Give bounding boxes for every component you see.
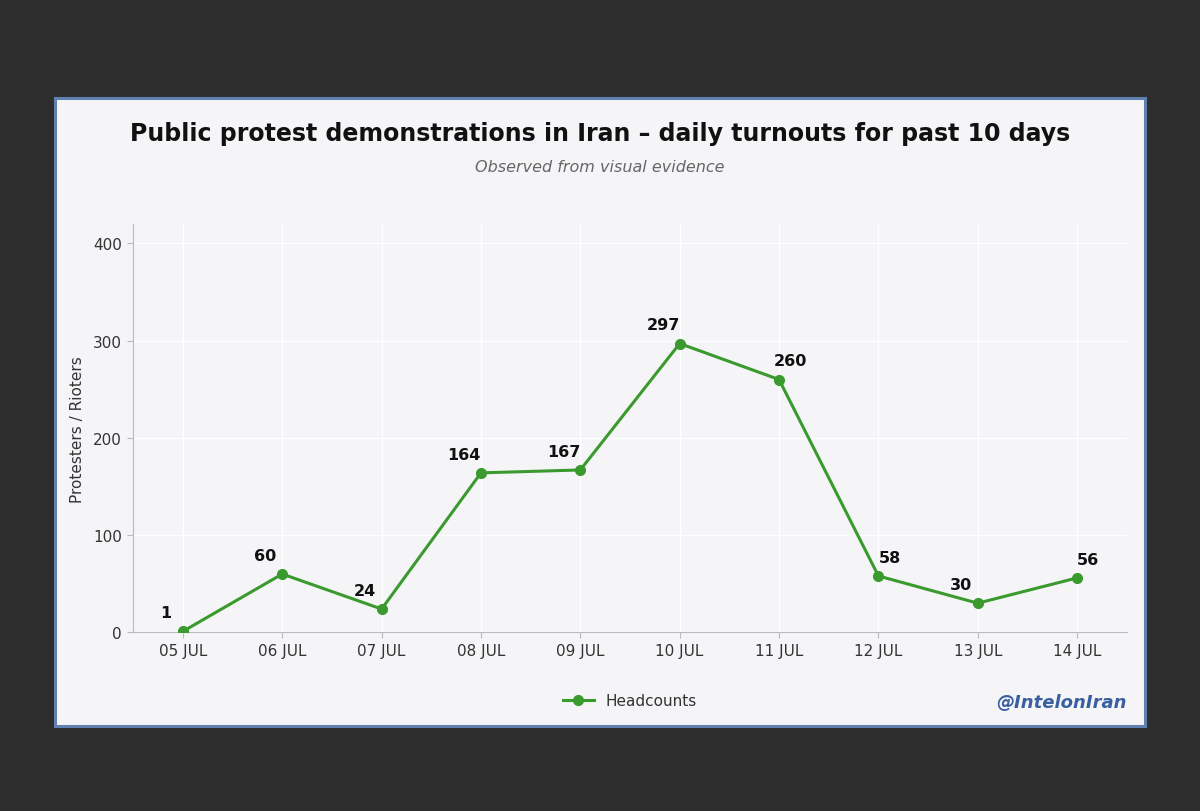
Text: @IntelonIran: @IntelonIran <box>996 693 1127 711</box>
Y-axis label: Protesters / Rioters: Protesters / Rioters <box>70 355 85 502</box>
Text: 60: 60 <box>254 548 277 563</box>
Legend: Headcounts: Headcounts <box>557 688 703 714</box>
Text: Observed from visual evidence: Observed from visual evidence <box>475 160 725 174</box>
Text: 164: 164 <box>448 447 481 462</box>
Text: Public protest demonstrations in Iran – daily turnouts for past 10 days: Public protest demonstrations in Iran – … <box>130 122 1070 146</box>
Text: 1: 1 <box>161 606 172 620</box>
Text: 167: 167 <box>547 444 581 459</box>
Text: 24: 24 <box>354 583 376 599</box>
Text: 58: 58 <box>878 550 901 565</box>
Text: 56: 56 <box>1078 552 1099 567</box>
Text: 260: 260 <box>774 354 806 369</box>
Text: 30: 30 <box>950 577 972 592</box>
Text: 297: 297 <box>647 318 679 333</box>
